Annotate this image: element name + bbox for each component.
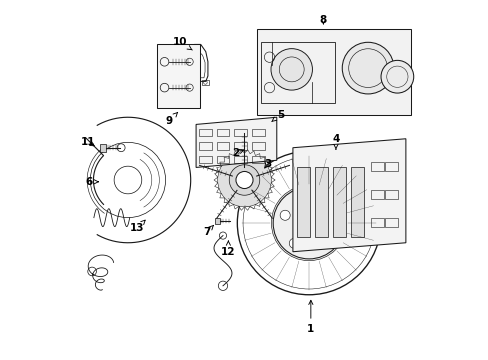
Text: 13: 13 — [129, 220, 145, 233]
Bar — [186, 80, 192, 85]
Bar — [252, 156, 265, 163]
Bar — [234, 129, 247, 136]
Circle shape — [280, 210, 289, 220]
Polygon shape — [292, 139, 405, 252]
Text: 8: 8 — [319, 15, 326, 26]
Text: 10: 10 — [172, 37, 192, 50]
Circle shape — [273, 187, 344, 259]
Bar — [332, 167, 346, 237]
Circle shape — [304, 193, 313, 203]
Text: 2: 2 — [231, 148, 243, 158]
Bar — [216, 156, 229, 163]
Text: 12: 12 — [221, 241, 235, 257]
Bar — [370, 218, 383, 227]
Text: 1: 1 — [306, 300, 314, 334]
Circle shape — [342, 42, 393, 94]
Bar — [198, 129, 211, 136]
Text: 11: 11 — [81, 138, 96, 147]
Bar — [384, 218, 397, 227]
Bar — [384, 162, 397, 171]
Bar — [297, 167, 309, 237]
Bar — [234, 142, 247, 149]
Bar — [216, 129, 229, 136]
Text: 5: 5 — [271, 110, 284, 122]
Bar — [234, 156, 247, 163]
Text: 6: 6 — [85, 177, 98, 187]
Circle shape — [270, 49, 312, 90]
Bar — [100, 144, 106, 152]
Bar — [215, 218, 219, 225]
Circle shape — [295, 210, 322, 237]
Text: 7: 7 — [203, 225, 213, 237]
Circle shape — [289, 238, 299, 248]
Bar — [257, 30, 410, 116]
Circle shape — [217, 153, 271, 207]
Bar — [198, 156, 211, 163]
Bar — [370, 190, 383, 199]
Bar — [370, 162, 383, 171]
Bar — [252, 142, 265, 149]
Circle shape — [236, 171, 252, 189]
Circle shape — [318, 238, 328, 248]
Polygon shape — [196, 117, 276, 167]
Bar — [314, 167, 327, 237]
Bar — [216, 142, 229, 149]
Text: 4: 4 — [331, 134, 339, 149]
Text: 9: 9 — [165, 112, 177, 126]
Bar — [260, 42, 334, 103]
Text: 3: 3 — [264, 159, 271, 169]
Bar — [350, 167, 363, 237]
Circle shape — [380, 60, 413, 93]
Circle shape — [229, 165, 259, 195]
Circle shape — [327, 210, 337, 220]
Circle shape — [271, 185, 346, 261]
Bar — [384, 190, 397, 199]
Bar — [202, 80, 208, 85]
Bar — [198, 142, 211, 149]
Bar — [156, 44, 199, 108]
Bar — [252, 129, 265, 136]
